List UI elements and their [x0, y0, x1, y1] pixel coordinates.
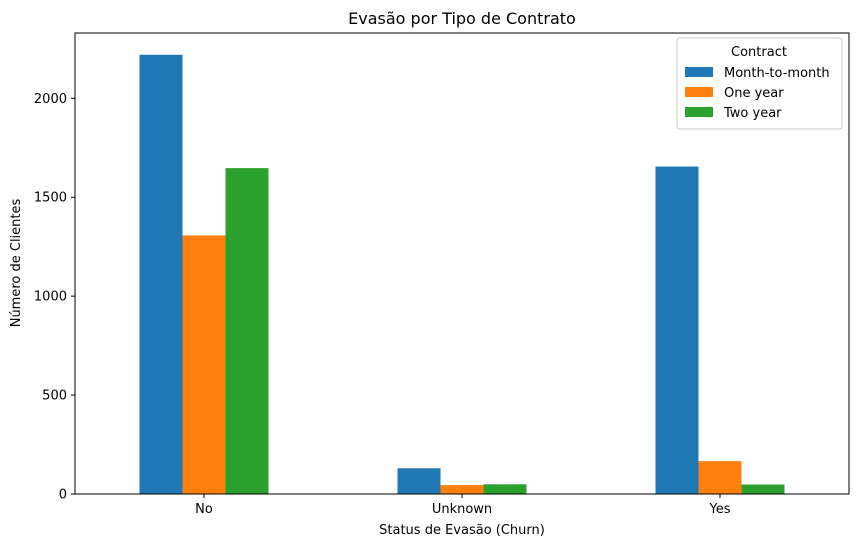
y-tick-label: 1500	[34, 191, 67, 206]
legend-label: Month-to-month	[724, 66, 830, 81]
y-axis-label: Número de Clientes	[9, 198, 24, 327]
legend-swatch	[685, 87, 713, 97]
x-tick-label: Unknown	[432, 502, 492, 517]
bar-unknown-two-year	[483, 484, 527, 494]
x-axis-label: Status de Evasão (Churn)	[379, 523, 545, 538]
bar-no-one-year	[182, 235, 226, 494]
chart-title: Evasão por Tipo de Contrato	[348, 9, 576, 28]
legend-swatch	[685, 67, 713, 77]
bar-no-month-to-month	[139, 54, 183, 494]
legend-label: Two year	[723, 106, 782, 121]
bar-yes-month-to-month	[655, 166, 699, 494]
x-tick-label: Yes	[709, 502, 731, 517]
bar-no-two-year	[225, 168, 269, 494]
x-axis: No Unknown Yes	[195, 494, 731, 517]
legend-title: Contract	[731, 45, 787, 60]
x-tick-label: No	[195, 502, 213, 517]
y-axis: 0 500 1000 1500 2000	[34, 92, 75, 503]
legend-label: One year	[724, 86, 784, 101]
legend-swatch	[685, 107, 713, 117]
y-tick-label: 2000	[34, 92, 67, 107]
bars-group	[139, 54, 785, 494]
y-tick-label: 1000	[34, 290, 67, 305]
bar-unknown-month-to-month	[397, 468, 441, 494]
bar-unknown-one-year	[440, 485, 484, 494]
y-tick-label: 500	[42, 389, 67, 404]
bar-yes-one-year	[698, 461, 742, 494]
bar-yes-two-year	[741, 484, 785, 494]
y-tick-label: 0	[59, 488, 67, 503]
legend: Contract Month-to-month One year Two year	[676, 37, 843, 130]
legend-box	[676, 37, 843, 130]
